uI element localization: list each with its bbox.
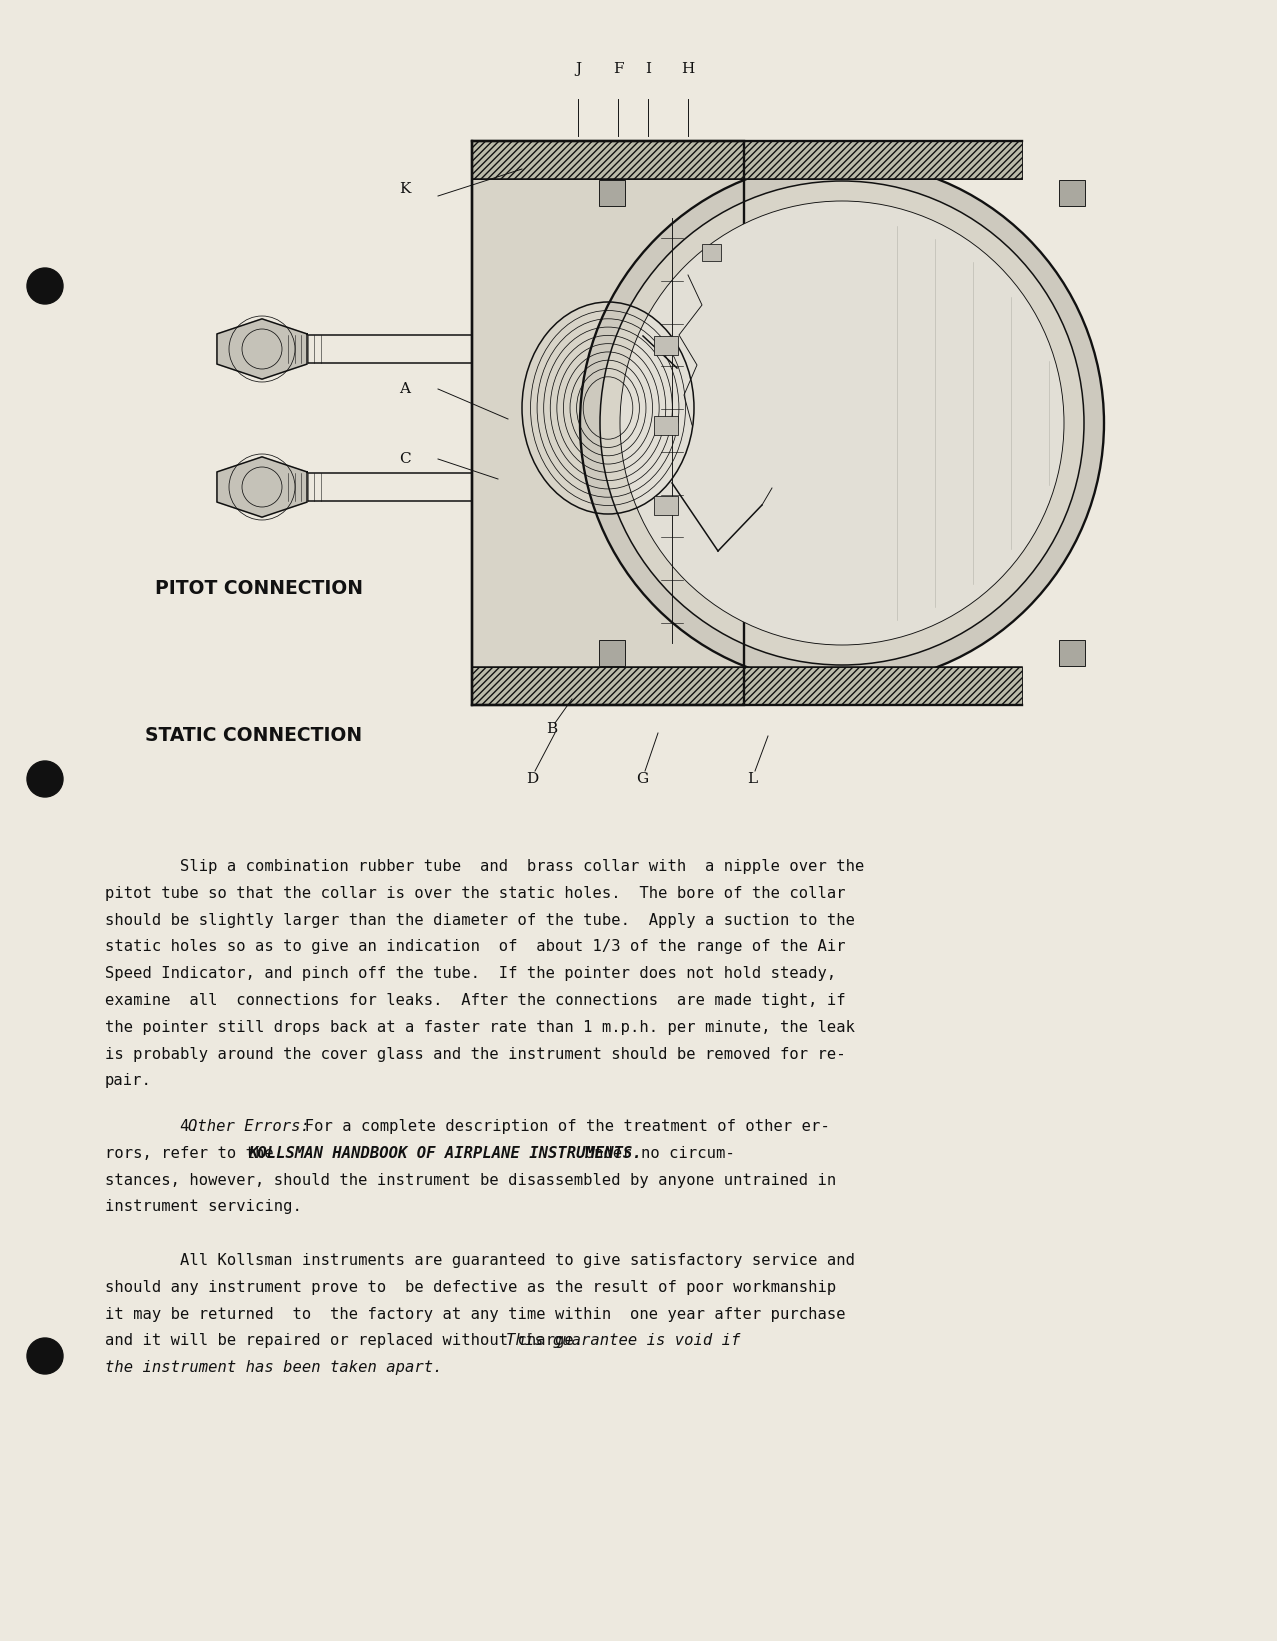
Text: static holes so as to give an indication  of  about 1/3 of the range of the Air: static holes so as to give an indication…: [105, 939, 845, 955]
Polygon shape: [217, 456, 306, 517]
Bar: [654, 336, 678, 354]
Text: 4.: 4.: [105, 1119, 208, 1134]
Text: pair.: pair.: [105, 1073, 152, 1088]
Text: it may be returned  to  the factory at any time within  one year after purchase: it may be returned to the factory at any…: [105, 1306, 845, 1321]
Text: should be slightly larger than the diameter of the tube.  Apply a suction to the: should be slightly larger than the diame…: [105, 912, 856, 927]
Text: Slip a combination rubber tube  and  brass collar with  a nipple over the: Slip a combination rubber tube and brass…: [105, 858, 865, 875]
Text: All Kollsman instruments are guaranteed to give satisfactory service and: All Kollsman instruments are guaranteed …: [105, 1254, 856, 1268]
Text: A: A: [400, 382, 410, 395]
Polygon shape: [217, 318, 306, 379]
Text: Under no circum-: Under no circum-: [566, 1145, 734, 1160]
Circle shape: [27, 761, 63, 798]
Bar: [472, 141, 744, 706]
Circle shape: [580, 161, 1105, 684]
Text: pitot tube so that the collar is over the static holes.  The bore of the collar: pitot tube so that the collar is over th…: [105, 886, 845, 901]
Text: D: D: [526, 771, 538, 786]
Bar: [599, 640, 624, 666]
Text: the pointer still drops back at a faster rate than 1 m.p.h. per minute, the leak: the pointer still drops back at a faster…: [105, 1019, 856, 1035]
Text: examine  all  connections for leaks.  After the connections  are made tight, if: examine all connections for leaks. After…: [105, 993, 845, 1008]
Circle shape: [621, 200, 1064, 645]
Bar: [1059, 640, 1085, 666]
Bar: [472, 141, 744, 179]
Bar: [654, 496, 678, 515]
Text: H: H: [682, 62, 695, 75]
Text: I: I: [645, 62, 651, 75]
Bar: [472, 141, 744, 706]
Text: the instrument has been taken apart.: the instrument has been taken apart.: [105, 1360, 443, 1375]
Text: is probably around the cover glass and the instrument should be removed for re-: is probably around the cover glass and t…: [105, 1047, 845, 1062]
Text: L: L: [747, 771, 757, 786]
Bar: [599, 181, 624, 207]
Circle shape: [27, 267, 63, 304]
Text: PITOT CONNECTION: PITOT CONNECTION: [155, 579, 363, 599]
Text: J: J: [575, 62, 581, 75]
Text: F: F: [613, 62, 623, 75]
Text: stances, however, should the instrument be disassembled by anyone untrained in: stances, however, should the instrument …: [105, 1173, 836, 1188]
Text: Speed Indicator, and pinch off the tube.  If the pointer does not hold steady,: Speed Indicator, and pinch off the tube.…: [105, 967, 836, 981]
Circle shape: [27, 1337, 63, 1374]
Text: Other Errors:: Other Errors:: [188, 1119, 310, 1134]
Text: instrument servicing.: instrument servicing.: [105, 1200, 301, 1214]
Text: and it will be repaired or replaced without charge.: and it will be repaired or replaced with…: [105, 1334, 601, 1349]
Text: KOLLSMAN HANDBOOK OF AIRPLANE INSTRUMENTS.: KOLLSMAN HANDBOOK OF AIRPLANE INSTRUMENT…: [249, 1145, 642, 1160]
Bar: [654, 417, 678, 435]
Bar: [1059, 181, 1085, 207]
Bar: [472, 141, 1022, 179]
Bar: [472, 666, 1022, 706]
Text: K: K: [400, 182, 411, 195]
Text: should any instrument prove to  be defective as the result of poor workmanship: should any instrument prove to be defect…: [105, 1280, 836, 1295]
Text: C: C: [400, 451, 411, 466]
Text: G: G: [636, 771, 649, 786]
Bar: [472, 666, 744, 706]
Bar: [702, 245, 722, 261]
Text: STATIC CONNECTION: STATIC CONNECTION: [146, 727, 363, 745]
Text: This guarantee is void if: This guarantee is void if: [506, 1334, 741, 1349]
Text: rors, refer to the: rors, refer to the: [105, 1145, 283, 1160]
Text: For a complete description of the treatment of other er-: For a complete description of the treatm…: [286, 1119, 830, 1134]
Circle shape: [600, 181, 1084, 665]
Text: B: B: [547, 722, 558, 737]
